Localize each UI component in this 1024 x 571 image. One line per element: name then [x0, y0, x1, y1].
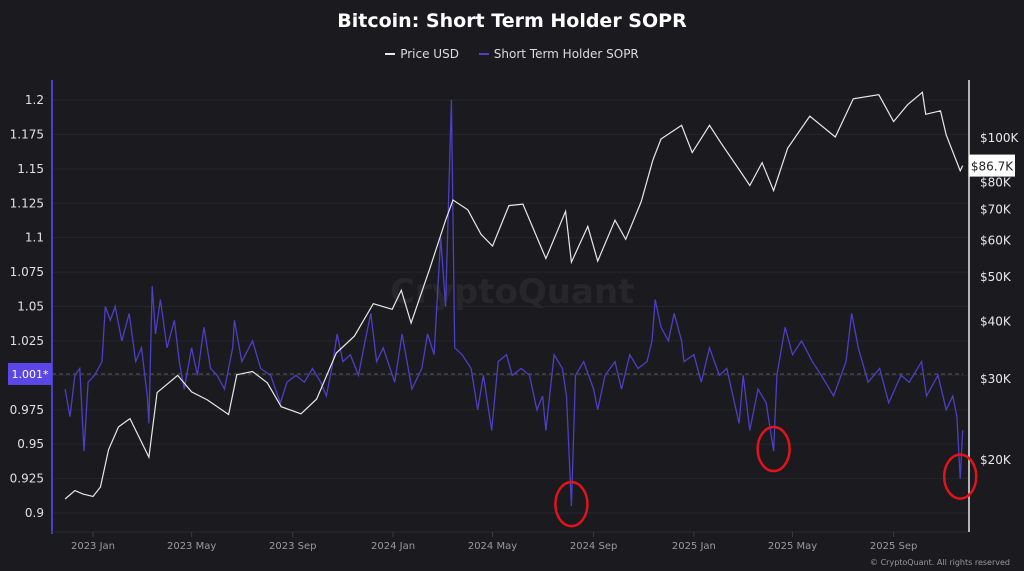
copyright-footer: © CryptoQuant. All rights reserved	[870, 558, 1010, 567]
legend: Price USD Short Term Holder SOPR	[0, 44, 1024, 61]
x-tick-label: 2025 May	[768, 541, 817, 552]
legend-label-sopr: Short Term Holder SOPR	[493, 47, 639, 61]
highlight-circle	[756, 425, 791, 473]
reference-label: 1.001*	[12, 368, 49, 381]
left-tick-label: 1.175	[10, 127, 44, 141]
left-tick-label: 1.025	[10, 334, 44, 348]
chart-title: Bitcoin: Short Term Holder SOPR	[337, 10, 687, 32]
right-tick-label: $100K	[980, 131, 1020, 145]
price-line	[64, 91, 964, 500]
x-tick-label: 2025 Sep	[870, 541, 917, 552]
sopr-line	[64, 99, 964, 507]
left-tick-label: 0.9	[25, 506, 44, 520]
right-tick-label: $60K	[980, 233, 1012, 247]
right-tick-label: $80K	[980, 176, 1012, 190]
x-tick-label: 2025 Jan	[672, 541, 716, 552]
left-tick-label: 1.075	[10, 265, 44, 279]
left-tick-label: 0.925	[10, 472, 44, 486]
x-tick-label: 2023 Sep	[269, 541, 316, 552]
watermark: CryptoQuant	[390, 272, 635, 312]
left-tick-label: 1.05	[17, 300, 44, 314]
left-tick-label: 1.125	[10, 196, 44, 210]
right-tick-label: $30K	[980, 372, 1012, 386]
reference-label-box	[8, 362, 52, 385]
legend-label-price: Price USD	[400, 47, 459, 61]
legend-swatch-price	[385, 53, 396, 55]
x-tick-label: 2024 Jan	[371, 541, 415, 552]
x-tick-label: 2023 Jan	[71, 541, 115, 552]
left-tick-label: 1.15	[17, 162, 44, 176]
x-tick-label: 2024 Sep	[570, 541, 617, 552]
right-tick-label: $70K	[980, 202, 1012, 216]
x-tick-label: 2023 May	[167, 541, 216, 552]
left-tick-label: 0.975	[10, 403, 44, 417]
current-price-box	[969, 154, 1015, 177]
left-tick-label: 1.2	[25, 93, 44, 107]
right-tick-label: $40K	[980, 314, 1012, 328]
highlight-circle	[554, 480, 589, 528]
x-tick-label: 2024 May	[468, 541, 517, 552]
right-tick-label: $20K	[980, 453, 1012, 467]
legend-swatch-sopr	[478, 53, 489, 55]
left-tick-label: 1.1	[25, 231, 44, 245]
legend-item-price[interactable]: Price USD	[385, 47, 459, 61]
current-price-label: $86.7K	[971, 160, 1014, 174]
left-tick-label: 0.95	[17, 437, 44, 451]
highlight-circle	[942, 453, 978, 500]
right-tick-label: $50K	[980, 270, 1012, 284]
legend-item-sopr[interactable]: Short Term Holder SOPR	[478, 47, 639, 61]
